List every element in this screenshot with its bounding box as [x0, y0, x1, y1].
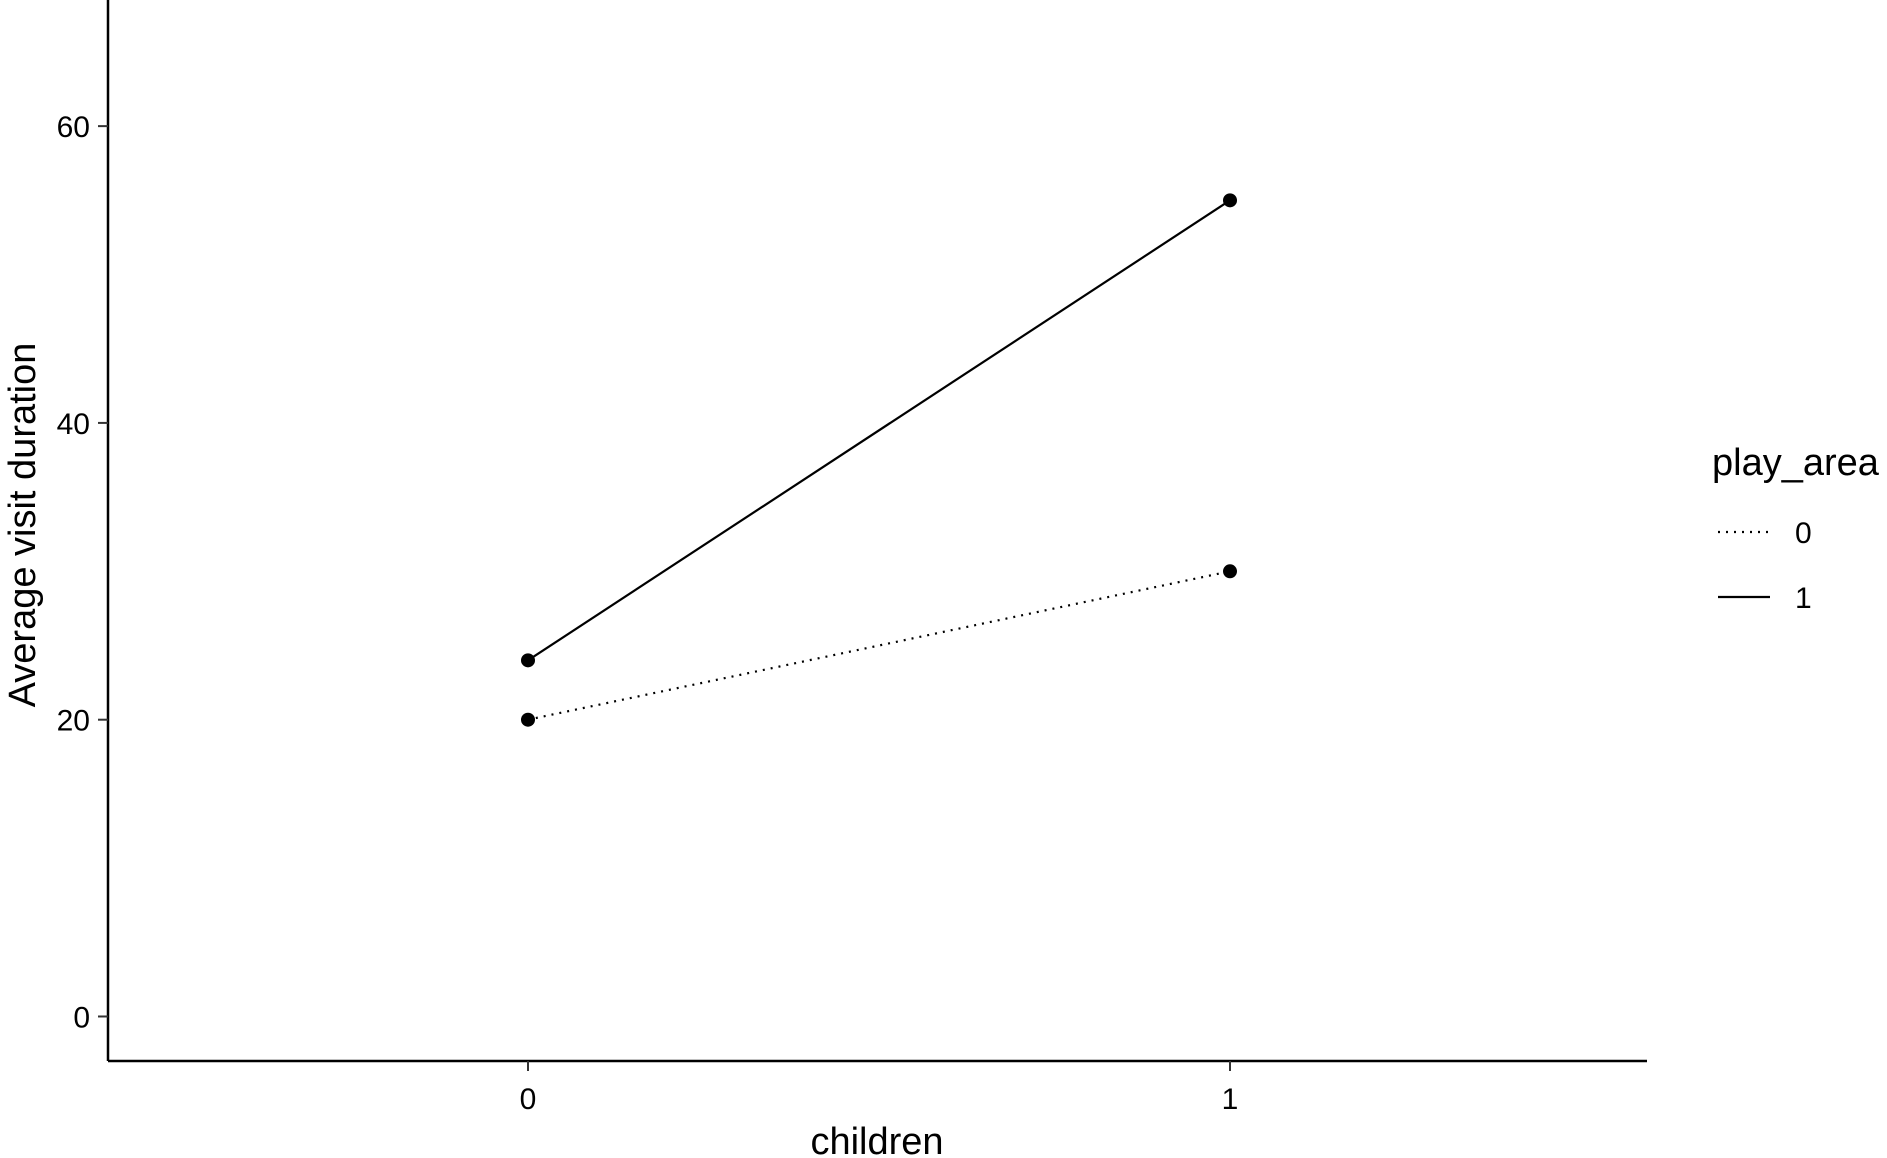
legend-title: play_area: [1712, 442, 1880, 484]
legend-label-series-0: 0: [1795, 517, 1812, 550]
y-axis-title: Average visit duration: [2, 343, 44, 708]
y-tick-label: 0: [73, 1001, 90, 1034]
series-layer: [527, 199, 1231, 721]
data-point-series-1-0: [521, 653, 535, 668]
x-axis-title: children: [810, 1121, 943, 1158]
series-line-0: [527, 570, 1231, 721]
series-line-1: [527, 199, 1231, 662]
y-tick-label: 60: [57, 111, 90, 144]
y-ticks: 0 20 40 60: [57, 111, 108, 1034]
data-point-series-0-1: [1223, 564, 1237, 579]
points-layer: [521, 193, 1237, 727]
y-tick-label: 20: [57, 705, 90, 738]
x-tick-label: 0: [520, 1083, 537, 1116]
y-tick-label: 40: [57, 408, 90, 441]
x-tick-label: 1: [1222, 1083, 1239, 1116]
data-point-series-0-0: [521, 712, 535, 727]
data-point-series-1-1: [1223, 193, 1237, 208]
legend: play_area 0 1: [1712, 442, 1880, 615]
legend-label-series-1: 1: [1795, 582, 1812, 615]
